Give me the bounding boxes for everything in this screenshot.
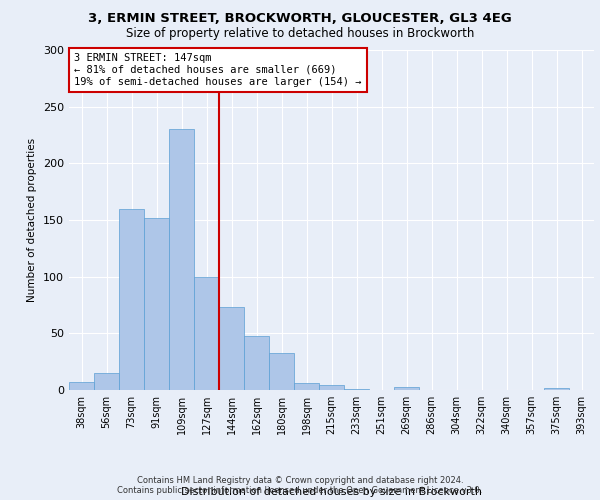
Bar (69, 382, 94, 390)
Bar (94, 373, 119, 390)
Text: 3 ERMIN STREET: 147sqm
← 81% of detached houses are smaller (669)
19% of semi-de: 3 ERMIN STREET: 147sqm ← 81% of detached… (74, 54, 362, 86)
Bar (394, 386, 419, 390)
Bar (269, 352, 294, 390)
Bar (144, 218, 169, 390)
Text: Contains public sector information licensed under the Open Government Licence v3: Contains public sector information licen… (118, 486, 482, 495)
Y-axis label: Number of detached properties: Number of detached properties (28, 138, 37, 302)
Bar (544, 388, 569, 390)
Bar (319, 386, 344, 390)
Bar (119, 208, 144, 390)
Bar (244, 336, 269, 390)
Bar (294, 383, 319, 390)
Bar (344, 389, 369, 390)
X-axis label: Distribution of detached houses by size in Brockworth: Distribution of detached houses by size … (181, 487, 482, 497)
Bar (219, 308, 244, 390)
Text: 3, ERMIN STREET, BROCKWORTH, GLOUCESTER, GL3 4EG: 3, ERMIN STREET, BROCKWORTH, GLOUCESTER,… (88, 12, 512, 26)
Text: Size of property relative to detached houses in Brockworth: Size of property relative to detached ho… (126, 28, 474, 40)
Bar (194, 276, 219, 390)
Bar (169, 130, 194, 390)
Text: Contains HM Land Registry data © Crown copyright and database right 2024.: Contains HM Land Registry data © Crown c… (137, 476, 463, 485)
